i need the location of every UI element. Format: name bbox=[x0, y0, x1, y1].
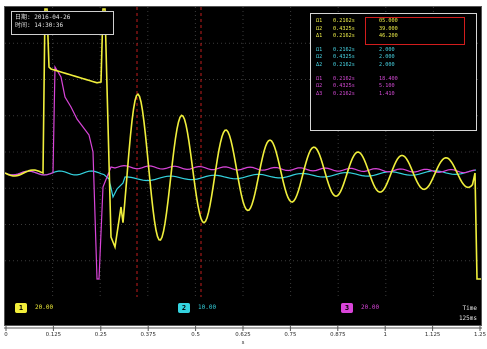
x-axis-unit: s bbox=[241, 340, 245, 346]
x-tick-label: 0.25 bbox=[94, 332, 107, 338]
measurement-time: 0.2162s bbox=[333, 18, 355, 24]
measurement-value: 46.200 bbox=[379, 33, 398, 40]
measurement-cursor: Ω1 bbox=[316, 18, 323, 24]
measurement-time: 0.2162s bbox=[333, 75, 355, 82]
measurement-row: Δ2 0.2162s 2.000 bbox=[316, 62, 471, 70]
measurement-cursor: Δ2 bbox=[316, 61, 323, 68]
scope-display: 日期: 2016-04-26 时间: 14:30:36 Ω1 0.2162s 05.… bbox=[4, 6, 482, 326]
x-tick-label: 0.125 bbox=[45, 332, 62, 338]
date-value: 2016-04-26 bbox=[34, 14, 71, 21]
measurement-row: Ω1 0.2162s 2.000 bbox=[316, 47, 471, 55]
channel-2-badge[interactable]: 2 bbox=[178, 303, 190, 313]
x-tick-label: 0.75 bbox=[284, 332, 297, 338]
time-value: 14:30:36 bbox=[34, 22, 64, 29]
measurement-time: 0.2162s bbox=[333, 33, 355, 40]
measurement-cursor: Δ1 bbox=[316, 33, 323, 40]
highlight-box bbox=[365, 17, 465, 45]
x-tick-label: 0.5 bbox=[191, 332, 200, 338]
x-tick-label: 0.875 bbox=[330, 332, 346, 338]
channel-2-trace bbox=[5, 169, 477, 199]
x-tick-label: 1 bbox=[383, 332, 387, 338]
measurement-value: 05.000 bbox=[379, 18, 398, 24]
measurement-time: 0.2162s bbox=[333, 90, 355, 97]
measurement-row: Ω2 0.4325s 39.000 bbox=[316, 26, 471, 34]
channel-3-scale: 20.00 bbox=[361, 304, 380, 311]
channel-3-badge[interactable]: 3 bbox=[341, 303, 353, 313]
channel-status-bar: 1 20.00 2 10.00 3 20.00 Time 125ms bbox=[5, 297, 481, 325]
channel-1-trace bbox=[5, 8, 481, 280]
x-tick-label: 0 bbox=[4, 332, 8, 338]
measurement-value: 2.000 bbox=[379, 54, 395, 61]
measurement-row: Δ3 0.2162s 1.410 bbox=[316, 91, 471, 99]
measurement-row: Δ1 0.2162s 46.200 bbox=[316, 33, 471, 41]
time-label: 时间 bbox=[15, 22, 28, 29]
measurement-value: 39.000 bbox=[379, 25, 398, 32]
measurement-row: Ω1 0.2162s 05.000 bbox=[316, 18, 471, 26]
measurement-group-1: Ω1 0.2162s 05.000 Ω2 0.4325s 39.000 Δ1 0.2162s 4… bbox=[316, 18, 471, 41]
x-tick-label: 0.625 bbox=[235, 332, 251, 338]
measurement-value: 18.400 bbox=[379, 75, 398, 82]
measurement-time: 0.2162s bbox=[333, 61, 355, 68]
timebase-value: 125ms bbox=[458, 315, 477, 322]
measurement-group-3: Ω1 0.2162s 18.400 Ω2 0.4325s 5.100 Δ3 0.2162s 1.… bbox=[316, 76, 471, 99]
measurement-time: 0.4325s bbox=[333, 25, 355, 32]
measurement-cursor: Ω1 bbox=[316, 75, 323, 82]
measurement-cursor: Ω2 bbox=[316, 25, 323, 32]
channel-3-trace bbox=[5, 64, 476, 280]
measurement-cursor: Ω2 bbox=[316, 83, 323, 90]
measurement-cursor: Ω1 bbox=[316, 46, 323, 53]
measurement-value: 2.000 bbox=[379, 61, 395, 68]
x-tick-label: 1.25 bbox=[473, 332, 487, 338]
channel-2-scale: 10.00 bbox=[198, 304, 217, 311]
x-axis: 0 0.125 0.25 0.375 0.5 0.625 0.75 0.875 1 1.125 1.… bbox=[4, 326, 486, 348]
date-time-panel: 日期: 2016-04-26 时间: 14:30:36 bbox=[11, 11, 114, 35]
measurement-row: Ω2 0.4325s 2.000 bbox=[316, 54, 471, 62]
measurement-group-2: Ω1 0.2162s 2.000 Ω2 0.4325s 2.000 Δ2 0.2162s 2.0… bbox=[316, 47, 471, 70]
measurement-value: 2.000 bbox=[379, 46, 395, 53]
measurement-row: Ω1 0.2162s 18.400 bbox=[316, 76, 471, 84]
measurement-cursor: Ω2 bbox=[316, 54, 323, 61]
measurement-cursor: Δ3 bbox=[316, 90, 323, 97]
time-cursors bbox=[136, 7, 202, 297]
x-tick-label: 1.125 bbox=[424, 332, 441, 338]
measurement-value: 5.100 bbox=[379, 83, 395, 90]
timebase-label: Time bbox=[462, 305, 477, 312]
measurement-panel: Ω1 0.2162s 05.000 Ω2 0.4325s 39.000 Δ1 0.2162s 4… bbox=[310, 13, 477, 131]
measurement-value: 1.410 bbox=[379, 90, 395, 97]
x-axis-line bbox=[4, 326, 482, 331]
measurement-time: 0.4325s bbox=[333, 54, 355, 61]
measurement-time: 0.4325s bbox=[333, 83, 355, 90]
date-label: 日期 bbox=[15, 14, 28, 21]
channel-1-scale: 20.00 bbox=[35, 304, 54, 311]
channel-1-badge[interactable]: 1 bbox=[15, 303, 27, 313]
x-tick-label: 0.375 bbox=[140, 332, 156, 338]
measurement-time: 0.2162s bbox=[333, 46, 355, 53]
measurement-row: Ω2 0.4325s 5.100 bbox=[316, 83, 471, 91]
